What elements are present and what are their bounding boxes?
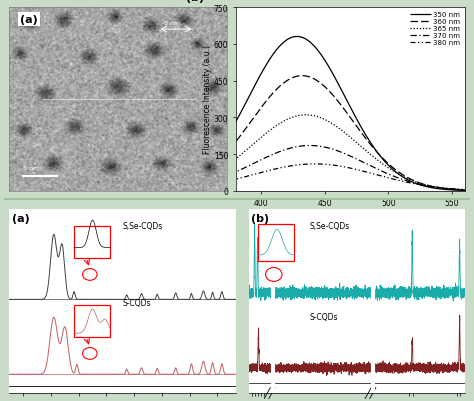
Text: S,Se-CQDs: S,Se-CQDs: [310, 221, 350, 230]
350 nm: [242, 104, 247, 109]
370 nm: [307, 144, 312, 148]
350 nm: [294, 35, 300, 40]
360 nm: [381, 157, 386, 162]
350 nm: [468, 189, 474, 194]
370 nm: [410, 181, 416, 186]
370 nm: [227, 173, 233, 178]
Line: 350 nm: 350 nm: [230, 37, 471, 191]
Line: 370 nm: 370 nm: [230, 146, 471, 190]
Legend: 350 nm, 360 nm, 365 nm, 370 nm, 380 nm: 350 nm, 360 nm, 365 nm, 370 nm, 380 nm: [410, 12, 461, 47]
X-axis label: Wavelength (nm): Wavelength (nm): [311, 213, 390, 223]
Text: (a): (a): [20, 15, 38, 25]
Text: (a): (a): [12, 213, 29, 223]
350 nm: [374, 149, 379, 154]
365 nm: [367, 152, 373, 157]
370 nm: [242, 166, 247, 171]
365 nm: [381, 163, 386, 168]
Text: (b): (b): [251, 213, 269, 223]
350 nm: [381, 158, 386, 163]
370 nm: [468, 188, 474, 193]
365 nm: [374, 157, 379, 162]
365 nm: [410, 179, 416, 184]
370 nm: [367, 164, 373, 168]
370 nm: [381, 170, 386, 175]
Text: S,Se-CQDs: S,Se-CQDs: [123, 221, 163, 230]
Line: 380 nm: 380 nm: [230, 164, 471, 190]
365 nm: [303, 113, 309, 118]
365 nm: [242, 150, 247, 155]
380 nm: [242, 175, 247, 180]
360 nm: [435, 186, 440, 190]
380 nm: [374, 173, 379, 178]
365 nm: [468, 188, 474, 193]
360 nm: [374, 150, 379, 154]
360 nm: [242, 128, 247, 133]
FancyBboxPatch shape: [258, 224, 294, 261]
380 nm: [227, 179, 233, 184]
FancyBboxPatch shape: [74, 305, 110, 337]
360 nm: [367, 142, 373, 147]
380 nm: [410, 182, 416, 186]
350 nm: [435, 187, 440, 192]
380 nm: [381, 175, 386, 180]
Line: 365 nm: 365 nm: [230, 115, 471, 191]
Text: S-CQDs: S-CQDs: [123, 298, 151, 307]
Text: (b): (b): [186, 0, 204, 3]
Y-axis label: Fluorescence Intensity (a.u.): Fluorescence Intensity (a.u.): [203, 45, 212, 154]
Text: S-CQDs: S-CQDs: [310, 313, 338, 322]
370 nm: [435, 186, 440, 190]
360 nm: [299, 74, 305, 79]
350 nm: [410, 180, 416, 185]
360 nm: [468, 188, 474, 193]
360 nm: [410, 178, 416, 183]
365 nm: [227, 162, 233, 166]
360 nm: [227, 147, 233, 152]
380 nm: [435, 185, 440, 190]
350 nm: [367, 140, 373, 145]
380 nm: [312, 162, 318, 167]
350 nm: [227, 131, 233, 136]
FancyBboxPatch shape: [74, 226, 110, 258]
380 nm: [468, 188, 474, 193]
Text: 5 nm: 5 nm: [23, 165, 38, 170]
Line: 360 nm: 360 nm: [230, 77, 471, 191]
365 nm: [435, 185, 440, 190]
380 nm: [367, 171, 373, 176]
370 nm: [374, 167, 379, 172]
Text: 6 nm: 6 nm: [164, 20, 180, 26]
